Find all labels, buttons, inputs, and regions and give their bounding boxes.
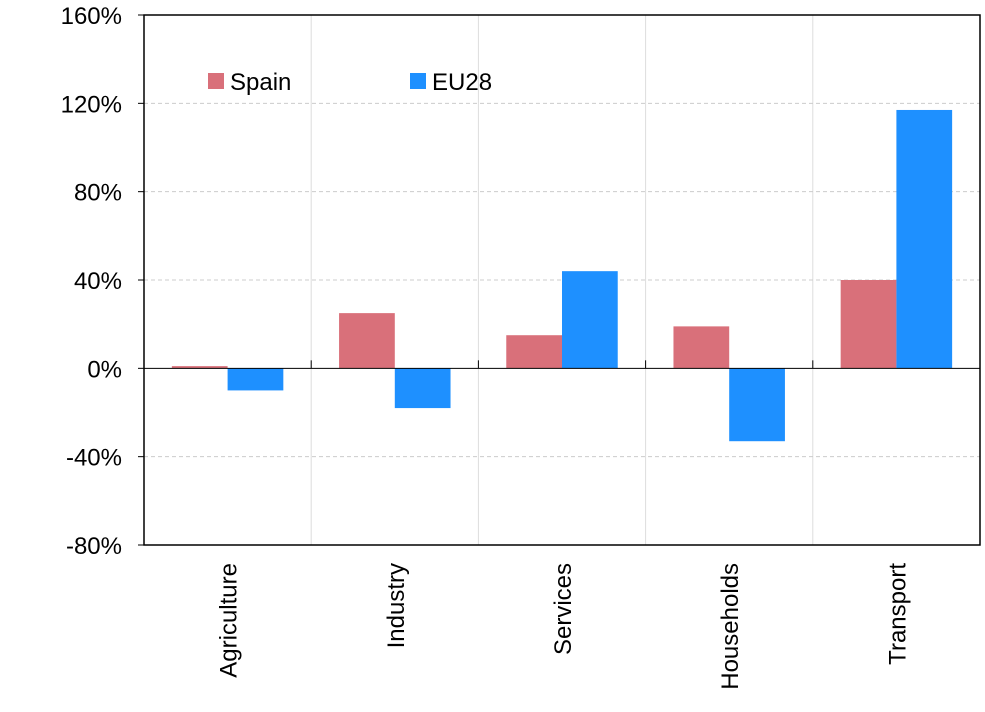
x-tick-label-industry: Industry	[383, 563, 410, 648]
axis-layer	[138, 14, 981, 546]
legend-swatch-spain	[208, 73, 224, 89]
legend: Spain EU28	[208, 69, 492, 96]
bar-eu28-services	[562, 271, 618, 369]
legend-swatch-eu28	[410, 73, 426, 89]
bar-eu28-households	[729, 368, 785, 442]
legend-label-spain: Spain	[230, 69, 291, 96]
x-tick-label-agriculture: Agriculture	[216, 563, 243, 678]
y-tick-label: -40%	[66, 445, 122, 472]
bar-eu28-industry	[394, 368, 451, 409]
y-tick-label: 160%	[61, 3, 122, 30]
y-tick-label: 120%	[61, 91, 122, 118]
x-tick-label-transport: Transport	[884, 563, 911, 665]
bar-layer	[171, 109, 953, 442]
y-tick-label: -80%	[66, 533, 122, 560]
x-tick-label-households: Households	[717, 563, 744, 690]
bar-eu28-transport	[896, 109, 953, 369]
y-tick-label: 80%	[74, 180, 122, 207]
x-tick-label-services: Services	[550, 563, 577, 655]
bar-spain-households	[673, 326, 730, 369]
bar-spain-services	[506, 335, 562, 369]
tick-label-layer: 160% 120% 80% 40% 0% -40% -80% Agriculture Indus…	[61, 3, 912, 690]
bar-spain-transport	[840, 280, 897, 369]
legend-label-eu28: EU28	[432, 69, 492, 96]
bar-spain-industry	[339, 313, 395, 369]
bar-spain-agriculture	[171, 366, 228, 369]
bar-eu28-agriculture	[227, 368, 284, 391]
y-tick-label: 0%	[87, 356, 122, 383]
y-tick-label: 40%	[74, 268, 122, 295]
